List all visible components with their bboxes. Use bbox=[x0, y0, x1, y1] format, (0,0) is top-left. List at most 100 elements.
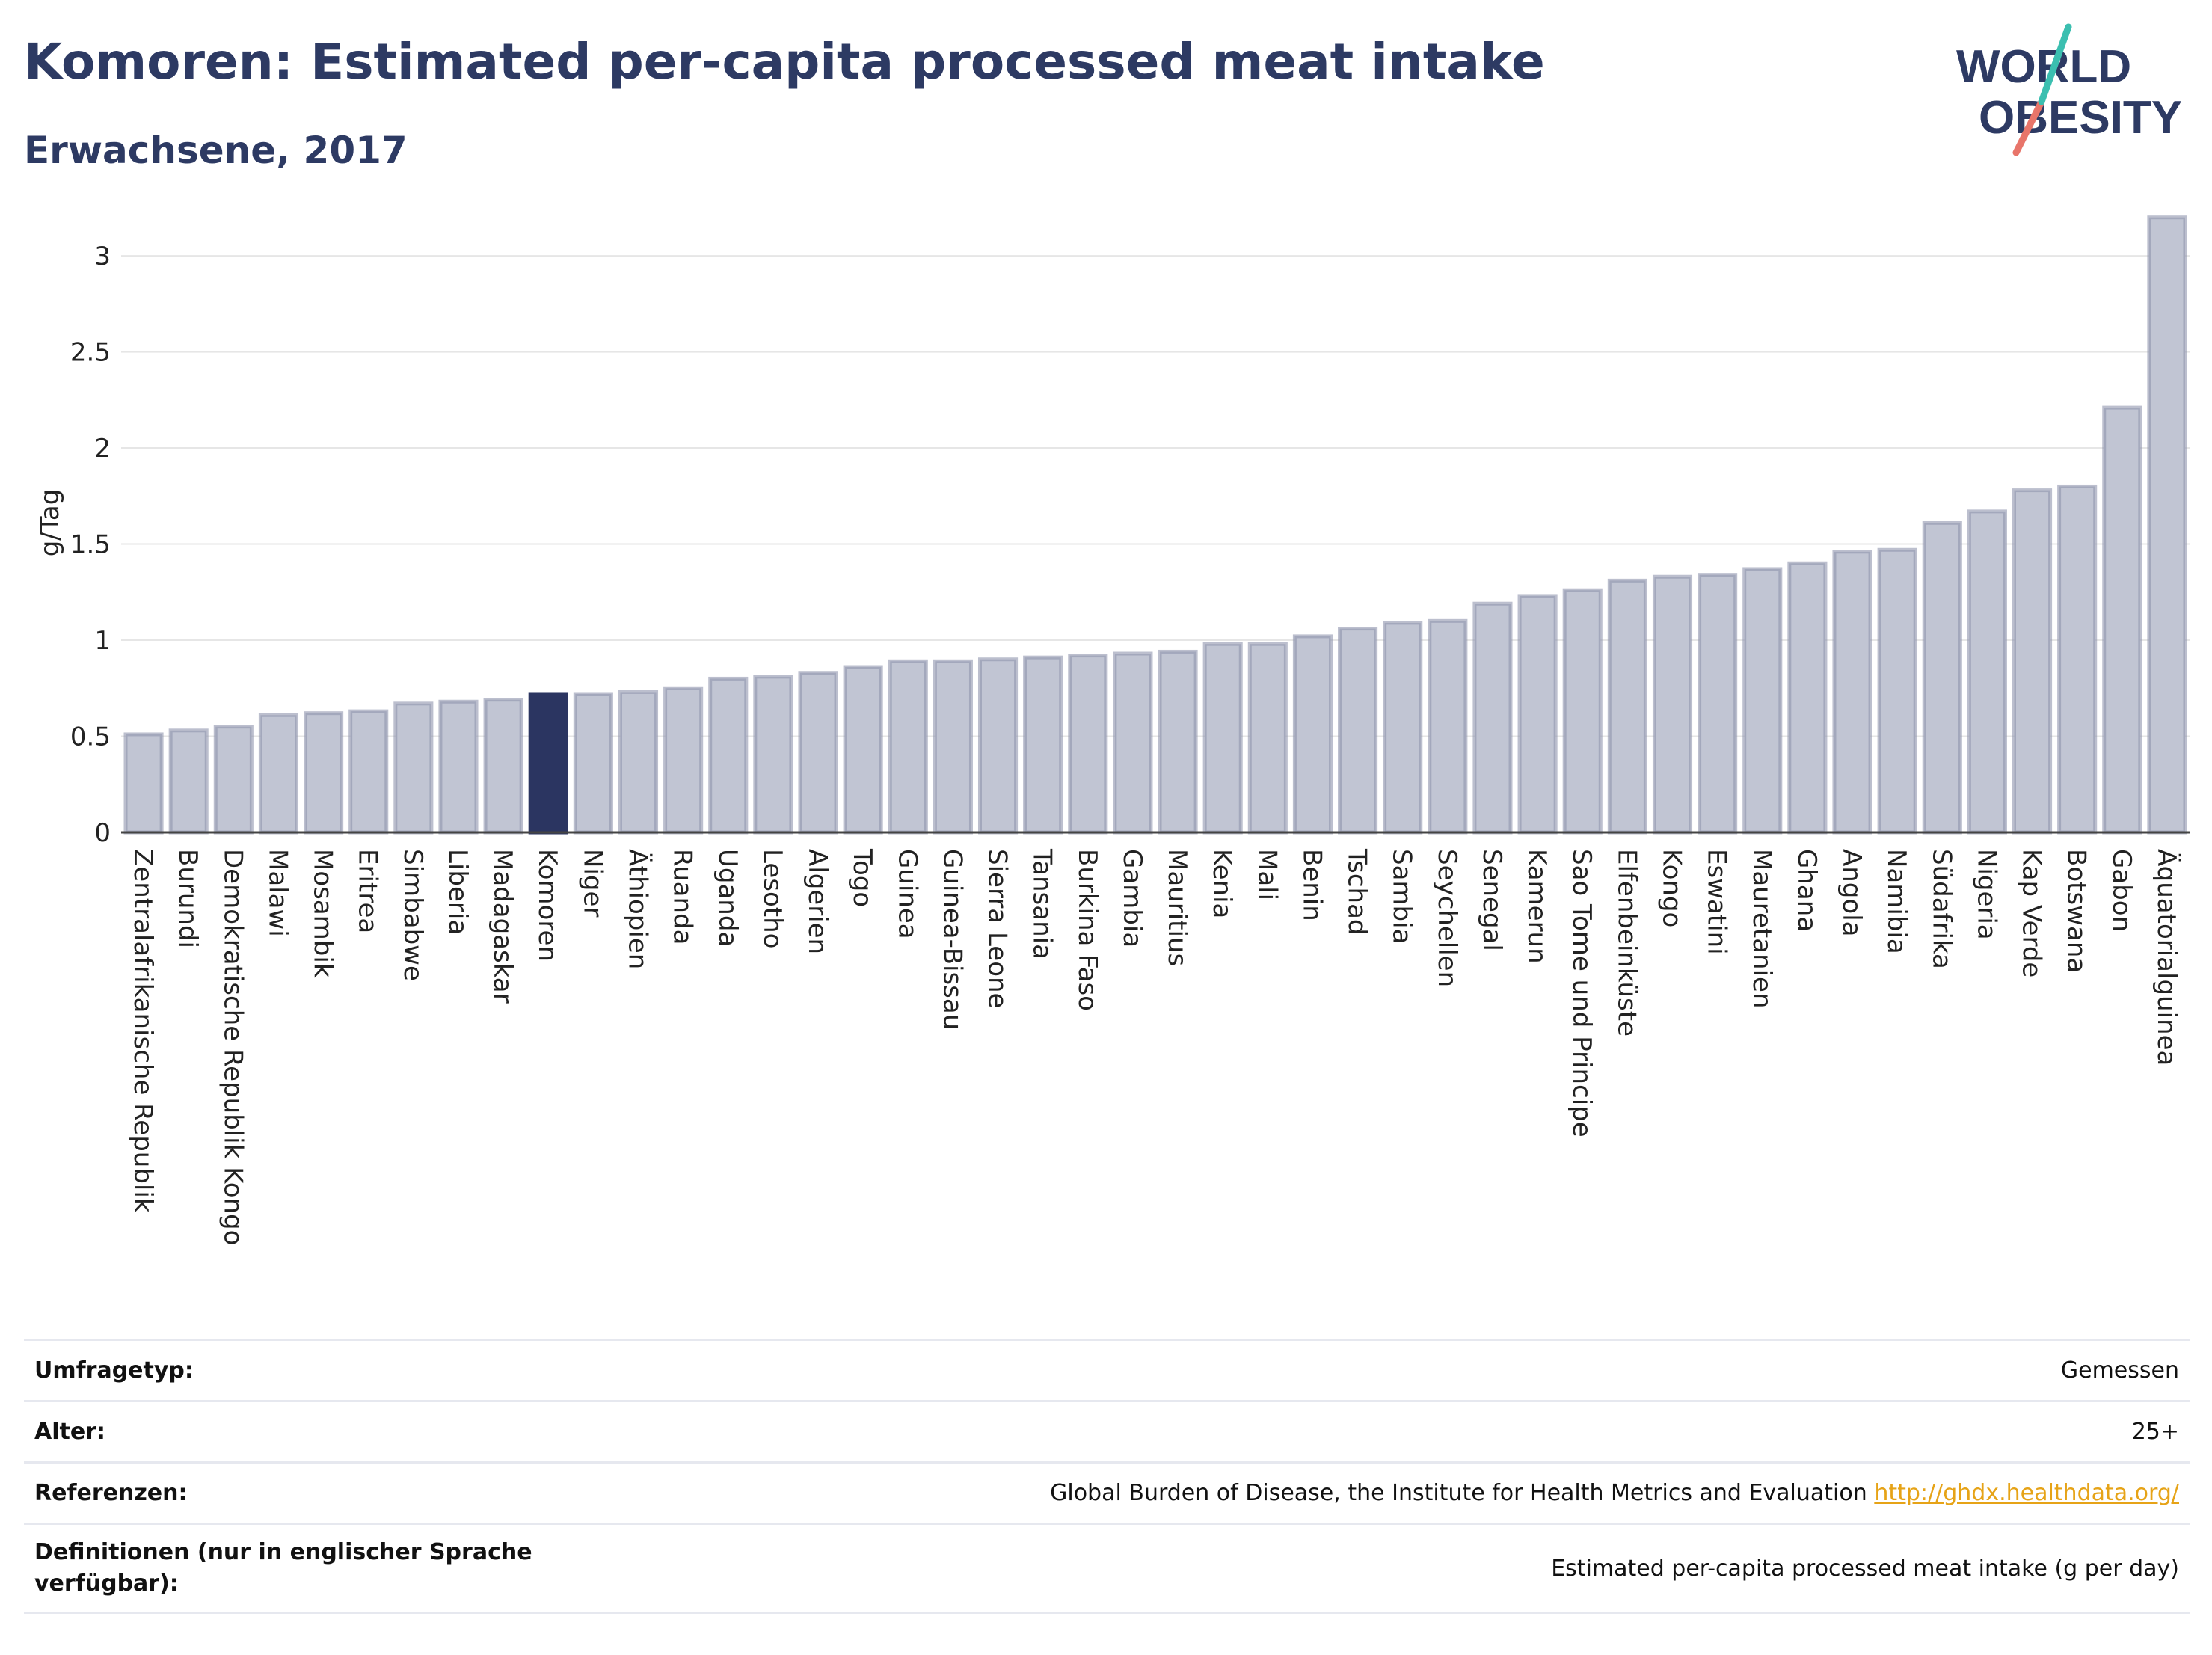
x-tick-label: Lesotho bbox=[758, 849, 787, 948]
x-tick-label: Gabon bbox=[2107, 849, 2136, 932]
reference-text: Global Burden of Disease, the Institute … bbox=[1050, 1480, 1867, 1506]
meta-value: Estimated per-capita processed meat inta… bbox=[1551, 1555, 2179, 1582]
bar[interactable] bbox=[528, 692, 568, 835]
x-tick-label: Mali bbox=[1252, 849, 1282, 900]
bar[interactable] bbox=[663, 686, 704, 835]
x-tick-label: Burundi bbox=[173, 849, 203, 948]
x-tick-label: Burkina Faso bbox=[1072, 849, 1102, 1011]
meta-value: Global Burden of Disease, the Institute … bbox=[1050, 1480, 2190, 1506]
x-tick-label: Uganda bbox=[713, 849, 743, 947]
x-tick-label: Kap Verde bbox=[2017, 849, 2047, 977]
x-tick-label: Eritrea bbox=[353, 849, 383, 933]
x-tick-label: Niger bbox=[577, 849, 607, 917]
bar[interactable] bbox=[1877, 547, 1917, 835]
bar[interactable] bbox=[1607, 578, 1647, 835]
metadata-table: Umfragetyp: Gemessen Alter: 25+ Referenz… bbox=[24, 1339, 2190, 1614]
y-tick-label: 1 bbox=[94, 626, 111, 656]
y-tick-label: 2.5 bbox=[70, 338, 111, 368]
y-tick-label: 2 bbox=[94, 434, 111, 464]
bar[interactable] bbox=[1292, 634, 1333, 835]
bar[interactable] bbox=[1652, 574, 1693, 835]
x-tick-label: Angola bbox=[1837, 849, 1867, 936]
bar[interactable] bbox=[1698, 573, 1738, 835]
bar[interactable] bbox=[213, 725, 254, 835]
x-tick-label: Namibia bbox=[1881, 849, 1911, 954]
bar[interactable] bbox=[888, 659, 928, 835]
x-tick-label: Mauretanien bbox=[1747, 849, 1777, 1009]
logo-line1: WORLD bbox=[1956, 41, 2131, 93]
bar[interactable] bbox=[1922, 521, 1962, 835]
bar[interactable] bbox=[1562, 588, 1603, 835]
bar[interactable] bbox=[618, 690, 659, 835]
x-tick-label: Benin bbox=[1297, 849, 1327, 921]
meta-row-survey-type: Umfragetyp: Gemessen bbox=[24, 1339, 2190, 1400]
bar[interactable] bbox=[753, 675, 793, 835]
bar[interactable] bbox=[348, 709, 389, 835]
bar[interactable] bbox=[1023, 655, 1063, 835]
bar[interactable] bbox=[1428, 618, 1468, 835]
bar[interactable] bbox=[573, 692, 613, 835]
meta-value: Gemessen bbox=[2060, 1357, 2179, 1384]
bar[interactable] bbox=[123, 732, 164, 835]
bar[interactable] bbox=[1113, 651, 1153, 835]
x-tick-label: Sao Tome und Principe bbox=[1567, 849, 1597, 1137]
bar[interactable] bbox=[933, 659, 973, 835]
y-axis-label: g/Tag bbox=[35, 489, 65, 557]
bar[interactable] bbox=[1787, 561, 1828, 835]
bar[interactable] bbox=[1247, 642, 1288, 835]
bar[interactable] bbox=[708, 676, 749, 835]
x-tick-label: Sambia bbox=[1387, 849, 1417, 944]
x-tick-label: Seychellen bbox=[1432, 849, 1462, 987]
x-tick-label: Tschad bbox=[1342, 848, 1372, 936]
bar[interactable] bbox=[1068, 654, 1108, 835]
bar[interactable] bbox=[393, 701, 434, 835]
bar-chart: 0 0.5 1 1.5 2 2.5 3 g/Tag Zentralafrikanische Re… bbox=[35, 215, 2190, 1245]
bar[interactable] bbox=[1472, 601, 1513, 835]
x-tick-label: Liberia bbox=[443, 849, 473, 935]
bar[interactable] bbox=[1158, 649, 1198, 835]
meta-row-references: Referenzen: Global Burden of Disease, th… bbox=[24, 1461, 2190, 1523]
x-tick-label: Kamerun bbox=[1522, 849, 1552, 964]
page-title: Komoren: Estimated per-capita processed … bbox=[24, 33, 1545, 90]
x-tick-label: Eswatini bbox=[1702, 849, 1732, 955]
meta-label: Referenzen: bbox=[34, 1479, 188, 1506]
x-tick-label: Simbabwe bbox=[398, 849, 428, 981]
y-tick-label: 1.5 bbox=[70, 530, 111, 560]
x-tick-label: Gambia bbox=[1117, 849, 1147, 948]
x-tick-label: Ruanda bbox=[668, 849, 698, 945]
bar[interactable] bbox=[2012, 488, 2053, 835]
bar[interactable] bbox=[2147, 215, 2187, 835]
bar[interactable] bbox=[2102, 405, 2142, 835]
bar[interactable] bbox=[1338, 627, 1378, 835]
x-tick-label: Senegal bbox=[1477, 849, 1507, 951]
bar[interactable] bbox=[483, 698, 523, 835]
bar[interactable] bbox=[168, 728, 209, 835]
y-tick-label: 0 bbox=[94, 818, 111, 848]
x-tick-label: Mosambik bbox=[308, 849, 338, 978]
x-tick-label: Tansania bbox=[1027, 848, 1057, 959]
page-subtitle: Erwachsene, 2017 bbox=[24, 129, 408, 172]
x-tick-label: Äthiopien bbox=[623, 849, 653, 969]
y-tick-label: 0.5 bbox=[70, 722, 111, 752]
bar[interactable] bbox=[438, 699, 479, 835]
x-tick-label: Togo bbox=[847, 848, 877, 907]
meta-row-definitions: Definitionen (nur in englischer Sprache … bbox=[24, 1523, 2190, 1614]
x-tick-label: Botswana bbox=[2062, 849, 2092, 973]
bar[interactable] bbox=[1832, 550, 1872, 835]
bar[interactable] bbox=[2057, 484, 2098, 835]
bar[interactable] bbox=[258, 713, 299, 835]
bar[interactable] bbox=[304, 711, 344, 835]
x-tick-label: Äquatorialguinea bbox=[2151, 849, 2181, 1066]
x-tick-label: Algerien bbox=[802, 849, 832, 954]
bar[interactable] bbox=[1383, 621, 1423, 835]
x-tick-label: Ghana bbox=[1792, 849, 1822, 932]
bar[interactable] bbox=[1967, 509, 2007, 835]
bar[interactable] bbox=[798, 671, 838, 835]
bar[interactable] bbox=[1517, 594, 1558, 835]
bar[interactable] bbox=[1742, 567, 1783, 835]
bar[interactable] bbox=[843, 665, 883, 835]
bar[interactable] bbox=[977, 657, 1019, 835]
bar[interactable] bbox=[1202, 642, 1243, 835]
reference-link[interactable]: http://ghdx.healthdata.org/ bbox=[1874, 1480, 2179, 1506]
x-tick-label: Guinea-Bissau bbox=[937, 849, 967, 1030]
